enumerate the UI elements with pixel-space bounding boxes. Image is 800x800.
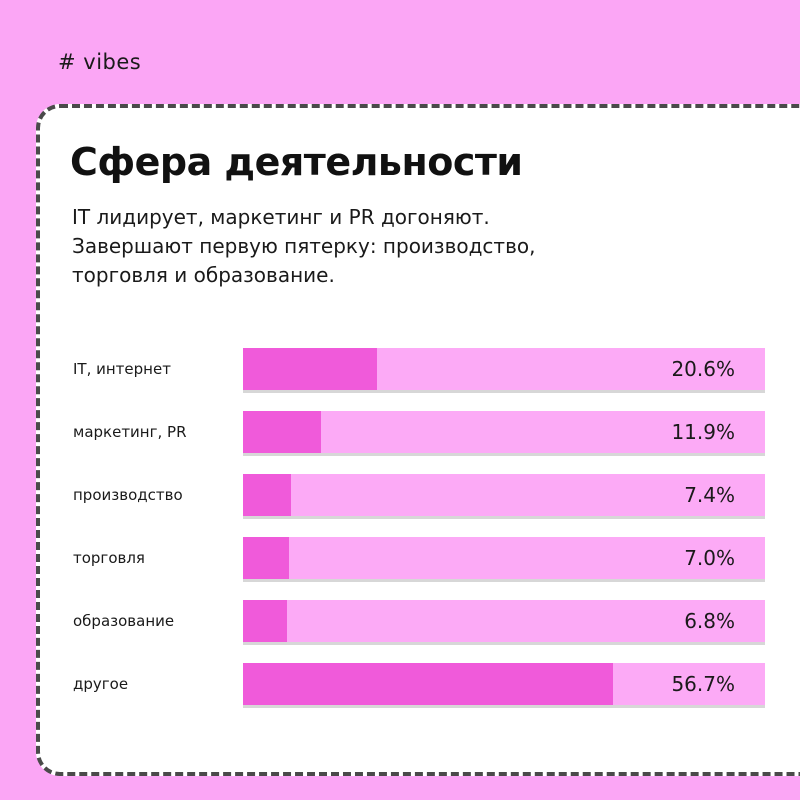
data-label: 20.6% — [671, 357, 735, 381]
category-label: маркетинг, PR — [73, 423, 187, 441]
data-label: 7.0% — [684, 546, 735, 570]
data-label: 6.8% — [684, 609, 735, 633]
bar — [243, 663, 613, 705]
subtitle-line: IT лидирует, маркетинг и PR догоняют. — [72, 205, 490, 229]
subtitle: IT лидирует, маркетинг и PR догоняют. За… — [72, 203, 672, 290]
category-label: торговля — [73, 549, 145, 567]
category-label: образование — [73, 612, 175, 630]
bar — [243, 600, 287, 642]
bar — [243, 411, 321, 453]
bar-track: 7.0% — [243, 537, 765, 579]
brand-tag: # vibes — [58, 50, 142, 74]
data-label: 56.7% — [671, 672, 735, 696]
category-label: производство — [73, 486, 183, 504]
page-title: Сфера деятельности — [70, 140, 523, 184]
bar-track: 56.7% — [243, 663, 765, 705]
data-label: 7.4% — [684, 483, 735, 507]
category-label: другое — [73, 675, 129, 693]
bar-track: 11.9% — [243, 411, 765, 453]
category-label: IT, интернет — [73, 360, 171, 378]
bar — [243, 537, 289, 579]
bar — [243, 474, 291, 516]
bar-track: 20.6% — [243, 348, 765, 390]
subtitle-line: торговля и образование. — [72, 263, 335, 287]
bar-track: 7.4% — [243, 474, 765, 516]
bar — [243, 348, 377, 390]
data-label: 11.9% — [671, 420, 735, 444]
bar-track: 6.8% — [243, 600, 765, 642]
subtitle-line: Завершают первую пятерку: производство, — [72, 234, 536, 258]
